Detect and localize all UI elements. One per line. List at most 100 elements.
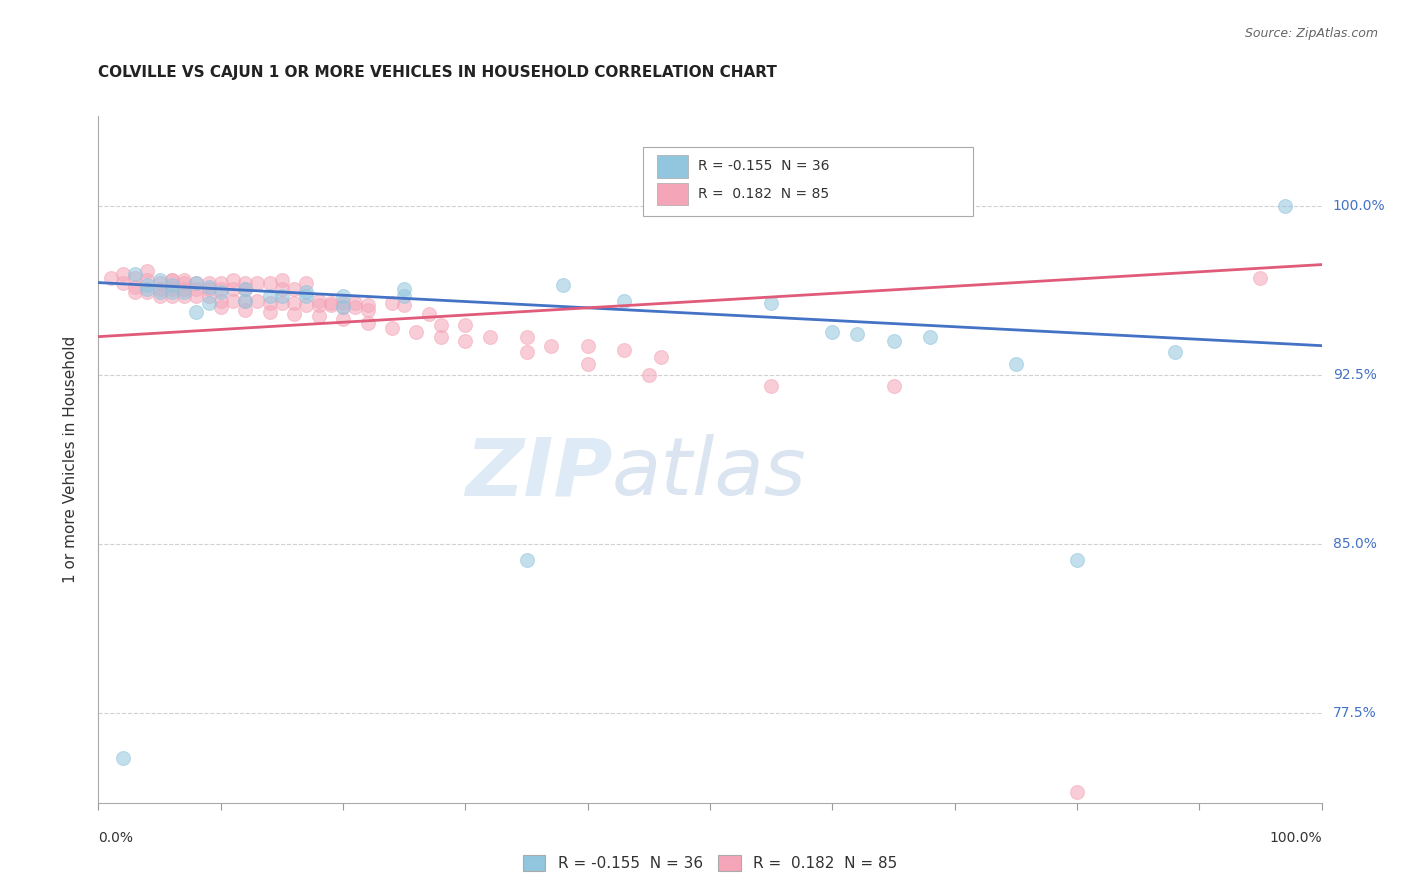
Point [124, 285, 146, 299]
Point [259, 296, 281, 310]
Point [430, 318, 453, 333]
Point [233, 276, 256, 290]
Point [1066, 784, 1088, 798]
Point [1274, 199, 1296, 213]
Point [209, 301, 232, 315]
Point [308, 310, 330, 324]
Point [222, 282, 245, 296]
Point [173, 276, 195, 290]
Point [332, 311, 354, 326]
Point [149, 289, 172, 303]
Point [149, 276, 172, 290]
Point [233, 302, 256, 317]
Point [515, 345, 537, 359]
Point [270, 296, 294, 310]
Point [160, 285, 183, 299]
Point [173, 285, 195, 299]
Point [392, 282, 416, 296]
Point [392, 289, 416, 303]
Point [149, 273, 172, 287]
Point [136, 273, 159, 287]
Point [332, 301, 354, 315]
Point [149, 282, 172, 296]
Text: 100.0%: 100.0% [1333, 199, 1385, 213]
Point [270, 282, 294, 296]
Point [160, 282, 183, 296]
Point [576, 339, 599, 353]
Point [124, 271, 146, 285]
Text: R = -0.155  N = 36: R = -0.155 N = 36 [697, 159, 830, 173]
Point [283, 296, 305, 310]
Point [246, 276, 269, 290]
Point [344, 296, 367, 310]
Point [613, 343, 636, 358]
Point [197, 289, 219, 303]
Point [160, 273, 183, 287]
Point [209, 276, 232, 290]
Text: 92.5%: 92.5% [1333, 368, 1376, 382]
Text: 85.0%: 85.0% [1333, 537, 1376, 551]
Point [308, 293, 330, 308]
Point [1066, 552, 1088, 566]
Point [233, 293, 256, 308]
FancyBboxPatch shape [658, 155, 688, 178]
Point [308, 298, 330, 312]
Point [111, 751, 134, 765]
Point [197, 276, 219, 290]
Point [356, 298, 378, 312]
Point [186, 282, 208, 296]
Point [222, 273, 245, 287]
Text: 100.0%: 100.0% [1270, 830, 1322, 845]
Point [295, 276, 318, 290]
Point [405, 325, 427, 339]
Point [111, 276, 134, 290]
Point [100, 271, 122, 285]
Point [761, 296, 783, 310]
Point [295, 285, 318, 299]
Point [540, 339, 562, 353]
Point [270, 273, 294, 287]
Point [246, 293, 269, 308]
Point [259, 289, 281, 303]
Point [821, 325, 844, 339]
Point [332, 296, 354, 310]
Point [173, 289, 195, 303]
Point [1164, 345, 1187, 359]
Point [186, 276, 208, 290]
Point [222, 293, 245, 308]
Point [515, 552, 537, 566]
Point [576, 357, 599, 371]
Point [173, 273, 195, 287]
Text: Source: ZipAtlas.com: Source: ZipAtlas.com [1244, 27, 1378, 40]
Point [454, 334, 477, 348]
Point [418, 307, 440, 321]
Point [209, 293, 232, 308]
Point [920, 329, 942, 343]
Point [845, 327, 868, 342]
Point [209, 285, 232, 299]
Point [650, 350, 672, 364]
Point [197, 280, 219, 294]
Point [319, 296, 342, 310]
Text: 77.5%: 77.5% [1333, 706, 1376, 720]
Text: R =  0.182  N = 85: R = 0.182 N = 85 [697, 186, 830, 201]
FancyBboxPatch shape [658, 183, 688, 205]
Point [124, 267, 146, 281]
Point [209, 282, 232, 296]
Point [295, 289, 318, 303]
Point [430, 329, 453, 343]
Point [381, 296, 404, 310]
Point [344, 301, 367, 315]
Point [478, 329, 501, 343]
Point [454, 318, 477, 333]
Point [259, 305, 281, 319]
Legend: R = -0.155  N = 36, R =  0.182  N = 85: R = -0.155 N = 36, R = 0.182 N = 85 [516, 849, 904, 878]
Point [259, 276, 281, 290]
Point [295, 298, 318, 312]
Point [356, 302, 378, 317]
Point [233, 293, 256, 308]
Point [197, 282, 219, 296]
Text: ZIP: ZIP [465, 434, 612, 512]
Point [136, 277, 159, 292]
Point [186, 276, 208, 290]
